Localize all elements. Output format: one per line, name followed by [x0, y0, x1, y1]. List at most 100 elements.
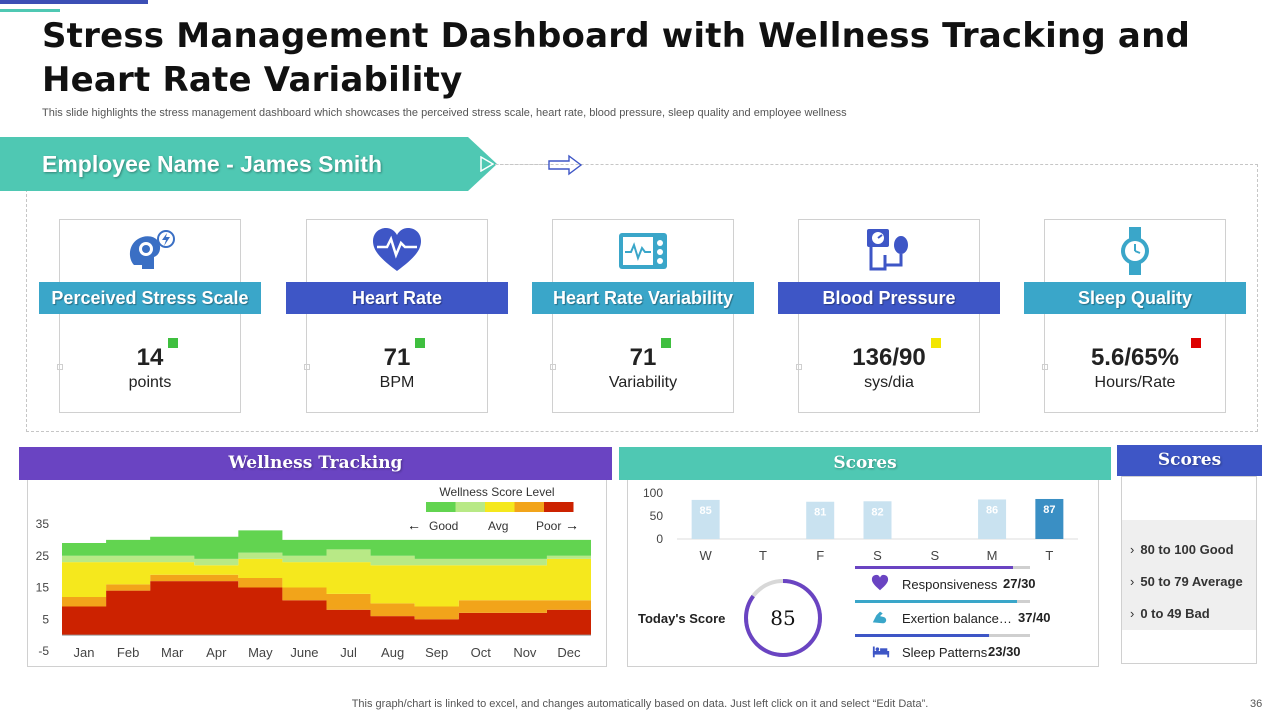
- wellness-panel-header: Wellness Tracking: [19, 447, 612, 480]
- muscle-icon: [871, 608, 889, 631]
- score-range-text: 80 to 100 Good: [1140, 542, 1234, 557]
- score-detail-value: 37/40: [1018, 610, 1051, 625]
- score-range-text: 50 to 79 Average: [1140, 574, 1243, 589]
- score-bar: [855, 600, 1017, 603]
- todays-score-label: Today's Score: [638, 611, 726, 626]
- metric-unit: Hours/Rate: [1094, 374, 1176, 391]
- x-tick-label: M: [987, 548, 998, 563]
- x-tick-label: F: [816, 548, 824, 563]
- metric-label: Blood Pressure: [778, 282, 1000, 314]
- heart-icon: [871, 574, 889, 597]
- x-tick-label: Jul: [340, 645, 357, 660]
- status-indicator: [415, 338, 425, 348]
- area-series-avg: [62, 558, 591, 607]
- legend-label-poor: Poor: [536, 519, 561, 533]
- status-indicator: [661, 338, 671, 348]
- legend-swatch: [514, 502, 544, 512]
- bar-data-label: 81: [814, 507, 826, 519]
- area-series-good: [62, 530, 591, 559]
- metric-unit: sys/dia: [864, 374, 914, 391]
- x-tick-label: T: [1045, 548, 1053, 563]
- x-tick-label: Sep: [425, 645, 448, 660]
- card-handle: [550, 364, 556, 370]
- status-indicator: [168, 338, 178, 348]
- x-tick-label: Dec: [557, 645, 581, 660]
- legend-label-avg: Avg: [488, 519, 508, 533]
- metric-label: Heart Rate: [286, 282, 508, 314]
- bar-data-label: 87: [1043, 504, 1055, 516]
- page-subtitle: This slide highlights the stress managem…: [42, 107, 847, 119]
- score-range-item: › 80 to 100 Good: [1130, 542, 1234, 557]
- score-legend-header: Scores: [1117, 445, 1262, 476]
- page-number: 36: [1250, 698, 1263, 710]
- metric-label: Perceived Stress Scale: [39, 282, 261, 314]
- bar-data-label: 82: [871, 506, 883, 518]
- score-range-item: › 50 to 79 Average: [1130, 574, 1243, 589]
- x-tick-label: Nov: [513, 645, 537, 660]
- connector-line: [495, 164, 547, 165]
- score-legend-box: [1122, 520, 1256, 630]
- metric-unit: points: [128, 374, 172, 391]
- metric-card-blood-pressure: [798, 219, 980, 413]
- legend-title: Wellness Score Level: [439, 485, 554, 499]
- metric-label: Sleep Quality: [1024, 282, 1246, 314]
- card-handle: [796, 364, 802, 370]
- y-tick-label: -5: [38, 644, 49, 658]
- chevron-right-icon: ›: [1130, 542, 1135, 557]
- x-tick-label: Oct: [471, 645, 492, 660]
- x-tick-label: Feb: [117, 645, 139, 660]
- metric-label: Heart Rate Variability: [532, 282, 754, 314]
- x-tick-label: June: [290, 645, 318, 660]
- play-triangle-icon: [480, 156, 494, 172]
- x-tick-label: T: [759, 548, 767, 563]
- metric-value: 5.6/65%: [1090, 344, 1180, 371]
- wellness-area-chart: -5 5 15 25 35 Jan Feb Mar Apr May June Jul Aug Sep Oct…: [36, 485, 591, 660]
- todays-score-value: 85: [770, 606, 796, 630]
- blood-pressure-icon: [863, 225, 915, 277]
- y-tick-label: 35: [36, 517, 50, 531]
- area-series-poor-avg: [62, 574, 591, 620]
- right-arrow-icon: [548, 154, 583, 176]
- score-detail-label: Responsiveness: [902, 577, 998, 592]
- x-tick-label: Aug: [381, 645, 404, 660]
- metric-value: 71: [629, 344, 657, 371]
- card-handle: [304, 364, 310, 370]
- score-detail-value: 23/30: [988, 644, 1021, 659]
- y-tick-label: 0: [656, 532, 663, 546]
- legend-label-good: Good: [429, 519, 458, 533]
- y-tick-label: 100: [643, 486, 663, 500]
- watch-icon: [1109, 225, 1161, 277]
- y-tick-label: 15: [36, 581, 50, 595]
- x-tick-label: S: [873, 548, 882, 563]
- metric-value: 136/90: [852, 344, 926, 371]
- accent-line-secondary: [0, 9, 60, 12]
- x-tick-label: May: [248, 645, 273, 660]
- legend-swatch: [544, 502, 574, 512]
- card-handle: [1042, 364, 1048, 370]
- todays-score-gauge: [744, 579, 822, 657]
- card-handle: [57, 364, 63, 370]
- legend-swatch: [426, 502, 456, 512]
- score-bar: [863, 501, 892, 539]
- left-arrow-icon: ←: [407, 517, 421, 533]
- bar-data-label: 85: [700, 505, 712, 517]
- employee-banner: [0, 137, 497, 191]
- legend-swatch: [455, 502, 485, 512]
- y-tick-label: 25: [36, 549, 50, 563]
- accent-line: [0, 0, 148, 4]
- status-indicator: [931, 338, 941, 348]
- x-tick-label: Mar: [161, 645, 184, 660]
- score-bar: [691, 499, 720, 539]
- bed-icon: [871, 642, 891, 665]
- score-bar: [806, 501, 835, 539]
- heart-pulse-icon: [371, 225, 423, 277]
- chevron-right-icon: ›: [1130, 574, 1135, 589]
- employee-name: Employee Name - James Smith: [42, 151, 383, 177]
- right-arrow-icon: →: [565, 517, 579, 533]
- x-tick-label: W: [700, 548, 713, 563]
- status-indicator: [1191, 338, 1201, 348]
- scores-bar-chart: 0 50 100 W 85 T F 81 S 82 S M 86 T 87: [643, 486, 1078, 563]
- metric-value: 14: [136, 344, 164, 371]
- score-range-text: 0 to 49 Bad: [1140, 606, 1210, 621]
- x-tick-label: S: [930, 548, 939, 563]
